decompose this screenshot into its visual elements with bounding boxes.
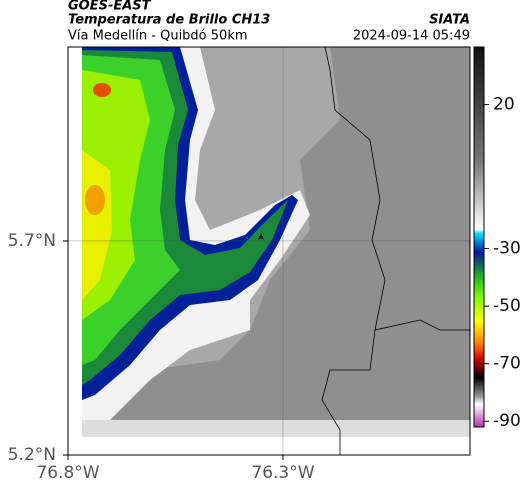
route: Vía Medellín - Quibdó 50km xyxy=(68,29,248,44)
colorbar-tick-label: -70 xyxy=(493,354,521,374)
x-tick-label: 76.8°W xyxy=(36,463,99,483)
y-tick-label: 5.2°N xyxy=(8,445,56,465)
colorbar-tick-label: -90 xyxy=(493,411,521,431)
title: GOES-EAST xyxy=(68,0,152,14)
map-frame xyxy=(67,46,471,456)
satellite-image xyxy=(82,46,470,455)
subtitle: Temperatura de Brillo CH13 xyxy=(68,13,270,28)
colorbar xyxy=(473,46,485,428)
y-tick-label: 5.7°N xyxy=(8,231,56,251)
x-tick-label: 76.3°W xyxy=(251,463,314,483)
colorbar-tick-label: 20 xyxy=(493,95,515,115)
source: SIATA xyxy=(429,13,470,28)
colorbar-tick-label: -30 xyxy=(493,239,521,259)
colorbar-tick-label: -50 xyxy=(493,296,521,316)
timestamp: 2024-09-14 05:49 xyxy=(353,29,470,44)
